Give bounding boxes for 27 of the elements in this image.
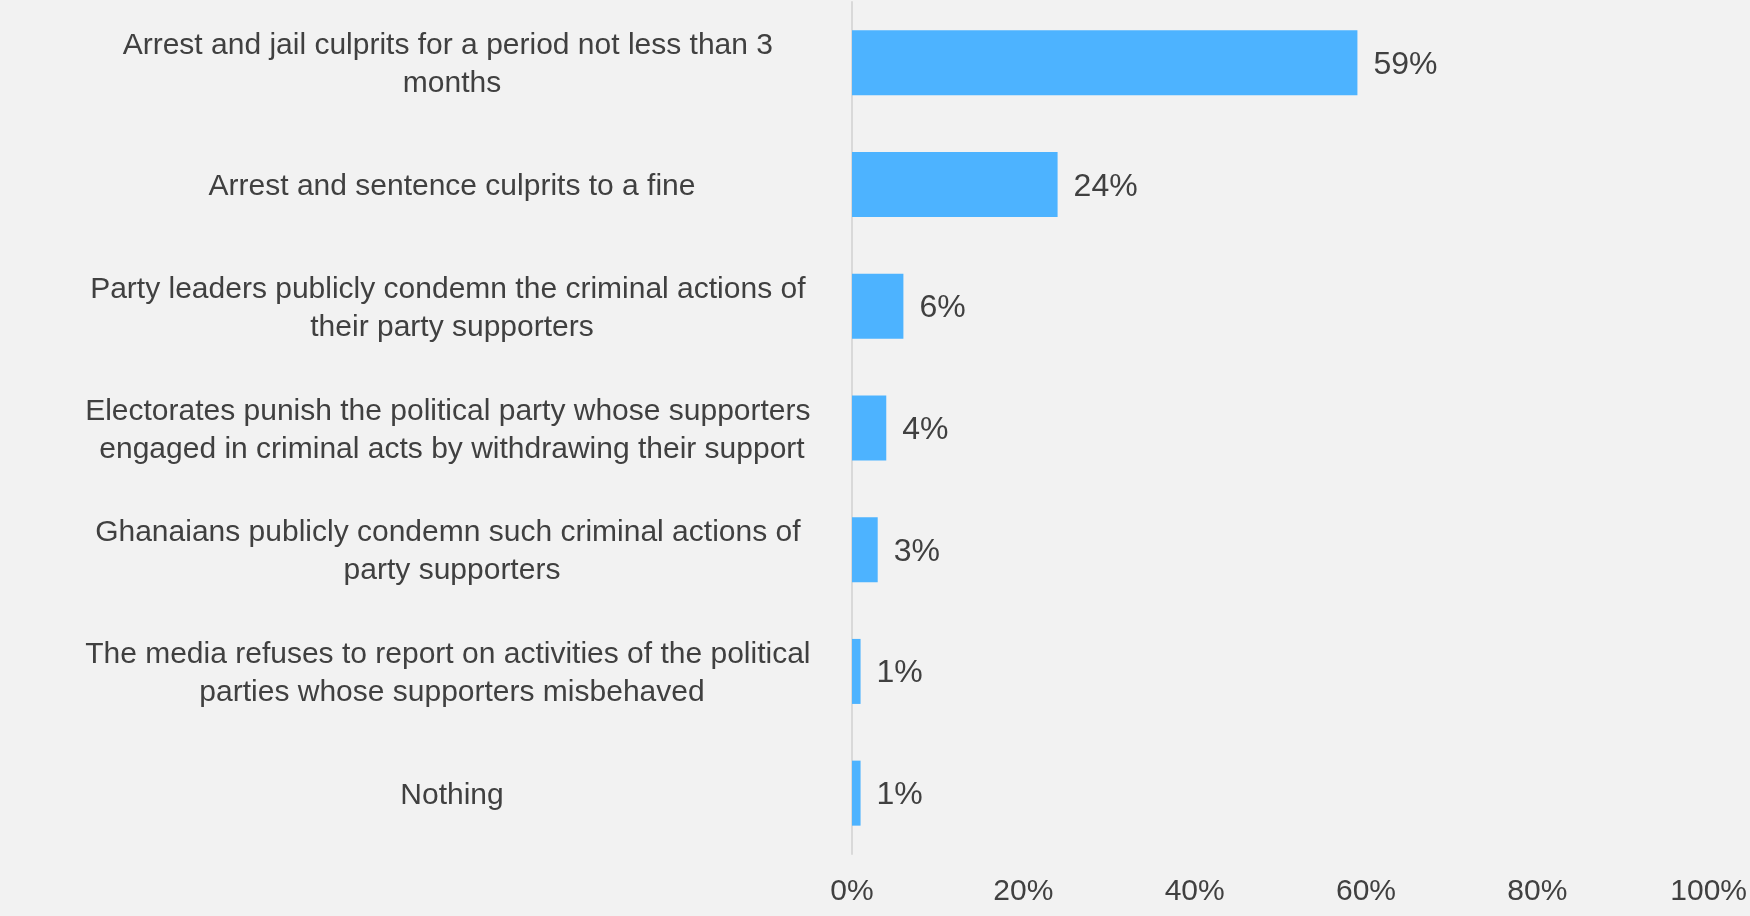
data-label: 6% <box>919 288 966 325</box>
data-label: 1% <box>876 653 923 690</box>
bar <box>852 638 861 704</box>
x-tick-label: 0% <box>830 872 874 906</box>
bar <box>852 395 887 461</box>
y-tick-label: Nothing <box>400 776 504 810</box>
y-tick-label: Arrest and sentence culprits to a fine <box>208 168 696 202</box>
data-label: 3% <box>893 531 940 568</box>
bar <box>852 517 878 583</box>
y-tick-label: The media refuses to report on activities of the political parties whose supporters misbehaved <box>85 635 819 707</box>
data-label: 24% <box>1073 166 1138 203</box>
y-tick-label: Ghanaians publicly condemn such criminal actions of party supporters <box>95 514 809 586</box>
x-tick-label: 60% <box>1335 872 1396 906</box>
data-label: 4% <box>902 410 949 446</box>
x-tick-label: 80% <box>1507 872 1568 906</box>
bar <box>852 152 1058 218</box>
data-label: 59% <box>1373 44 1438 81</box>
bar <box>852 760 861 826</box>
y-tick-label: Party leaders publicly condemn the criminal actions of their party supporters <box>90 270 814 342</box>
bar <box>852 30 1358 96</box>
bar <box>852 273 904 339</box>
data-label: 1% <box>876 775 923 812</box>
y-tick-label: Arrest and jail culprits for a period not less than 3 months <box>122 27 782 99</box>
x-tick-label: 100% <box>1670 872 1747 906</box>
y-tick-label: Electorates punish the political party whose supporters engaged in criminal acts by withdrawing their support <box>85 392 819 464</box>
x-tick-label: 20% <box>993 872 1054 906</box>
x-tick-label: 40% <box>1164 872 1225 906</box>
